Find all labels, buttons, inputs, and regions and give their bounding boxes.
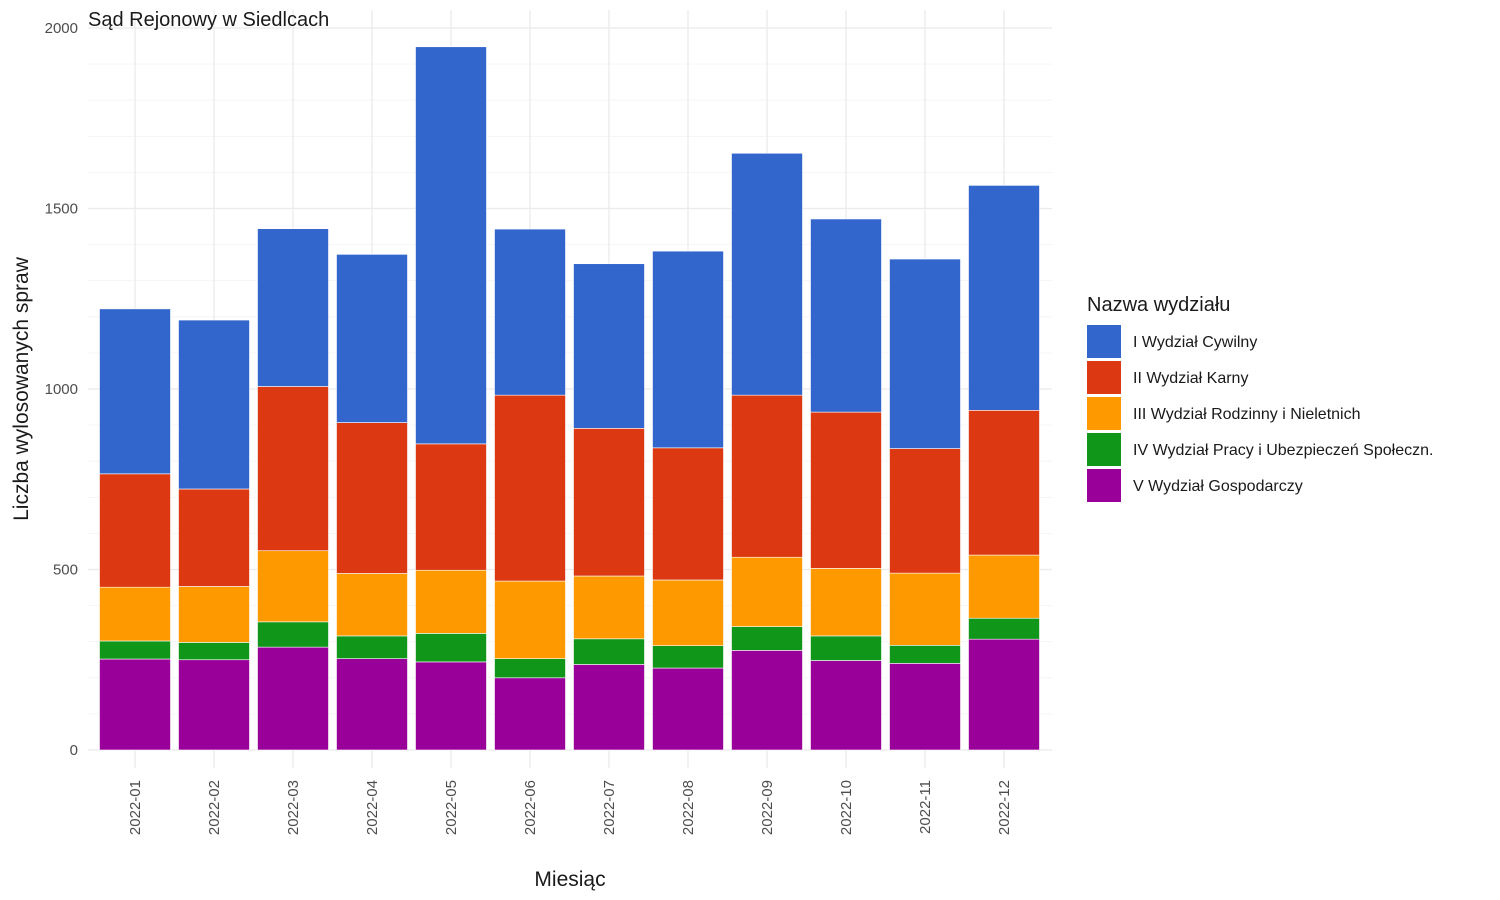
y-tick-label: 500 <box>53 562 78 579</box>
x-tick-label: 2022-04 <box>364 780 381 835</box>
bar-segment <box>968 617 1040 640</box>
bar-segment <box>652 645 724 669</box>
bar-segment <box>336 635 408 659</box>
bar-segment <box>257 646 329 751</box>
bar-segment <box>178 488 250 587</box>
bar-segment <box>810 218 882 413</box>
bar-segment <box>652 250 724 449</box>
bar-segment <box>415 569 487 634</box>
legend-label: II Wydział Karny <box>1133 370 1248 387</box>
bar-segment <box>336 658 408 751</box>
bar-segment <box>731 650 803 751</box>
bar-segment <box>178 659 250 751</box>
bar-segment <box>178 642 250 661</box>
legend-title: Nazwa wydziału <box>1087 294 1230 316</box>
legend-label: V Wydział Gospodarczy <box>1133 478 1303 495</box>
x-tick-label: 2022-01 <box>127 780 144 835</box>
bar-segment <box>99 640 171 660</box>
bar-segment <box>810 411 882 569</box>
y-axis-ticks: 0 500 1000 1500 2000 <box>45 20 78 759</box>
bar-segment <box>336 254 408 423</box>
x-tick-label: 2022-10 <box>838 780 855 835</box>
bar-segment <box>99 586 171 642</box>
x-tick-label: 2022-06 <box>522 780 539 835</box>
bar-segment <box>652 447 724 581</box>
bar-segment <box>889 258 961 449</box>
bar-segment <box>257 386 329 552</box>
bar-segment <box>810 568 882 637</box>
y-tick-label: 1000 <box>45 381 78 398</box>
bar-segment <box>494 228 566 396</box>
bar-segment <box>731 556 803 627</box>
bar-segment <box>178 319 250 490</box>
bar-segment <box>810 660 882 751</box>
bar-segment <box>968 638 1040 751</box>
bar-segment <box>810 635 882 661</box>
bar-segment <box>494 677 566 751</box>
legend-swatch <box>1087 433 1121 466</box>
bar-segment <box>257 550 329 623</box>
x-tick-label: 2022-02 <box>206 780 223 835</box>
bar-segment <box>494 580 566 659</box>
legend-label: III Wydział Rodzinny i Nieletnich <box>1133 406 1361 423</box>
x-tick-label: 2022-05 <box>443 780 460 835</box>
bars <box>99 46 1040 751</box>
bar-segment <box>415 633 487 663</box>
legend-label: IV Wydział Pracy i Ubezpieczeń Społeczn. <box>1133 442 1433 459</box>
bar-segment <box>99 473 171 588</box>
bar-segment <box>99 308 171 475</box>
y-tick-label: 1500 <box>45 201 78 218</box>
bar-segment <box>731 152 803 396</box>
x-tick-label: 2022-03 <box>285 780 302 835</box>
chart-title: Sąd Rejonowy w Siedlcach <box>88 9 329 31</box>
bar-segment <box>573 263 645 429</box>
x-axis-ticks: 2022-01 2022-02 2022-03 2022-04 2022-05 2022-… <box>127 780 1013 835</box>
bar-segment <box>573 664 645 751</box>
x-tick-label: 2022-09 <box>759 780 776 835</box>
bar-segment <box>99 658 171 751</box>
x-tick-label: 2022-07 <box>601 780 618 835</box>
bar-segment <box>889 448 961 574</box>
bar-segment <box>731 626 803 651</box>
legend-label: I Wydział Cywilny <box>1133 334 1257 351</box>
bar-segment <box>731 394 803 558</box>
x-tick-label: 2022-11 <box>917 780 934 834</box>
bar-segment <box>257 228 329 387</box>
bar-segment <box>968 554 1040 619</box>
x-axis-title: Miesiąc <box>534 868 605 891</box>
x-tick-label: 2022-12 <box>996 780 1013 835</box>
legend-swatch <box>1087 469 1121 502</box>
y-axis-title: Liczba wylosowanych spraw <box>10 256 33 521</box>
bar-segment <box>652 579 724 646</box>
legend-swatch <box>1087 397 1121 430</box>
bar-segment <box>968 185 1040 411</box>
bar-segment <box>889 572 961 646</box>
legend: Nazwa wydziału I Wydział Cywilny II Wydzi… <box>1087 294 1433 502</box>
bar-segment <box>889 663 961 751</box>
legend-swatch <box>1087 361 1121 394</box>
legend-swatch <box>1087 325 1121 358</box>
bar-segment <box>889 645 961 664</box>
bar-segment <box>573 575 645 640</box>
bar-segment <box>494 394 566 582</box>
y-tick-label: 0 <box>70 742 78 759</box>
bar-segment <box>494 658 566 679</box>
y-tick-label: 2000 <box>45 20 78 37</box>
bar-segment <box>415 46 487 445</box>
bar-segment <box>573 428 645 577</box>
bar-segment <box>257 621 329 648</box>
x-tick-label: 2022-08 <box>680 780 697 835</box>
bar-segment <box>336 573 408 637</box>
bar-segment <box>573 638 645 665</box>
bar-segment <box>968 409 1040 556</box>
bar-segment <box>415 661 487 751</box>
bar-segment <box>415 443 487 571</box>
bar-segment <box>336 422 408 574</box>
bar-segment <box>652 667 724 751</box>
bar-segment <box>178 586 250 643</box>
